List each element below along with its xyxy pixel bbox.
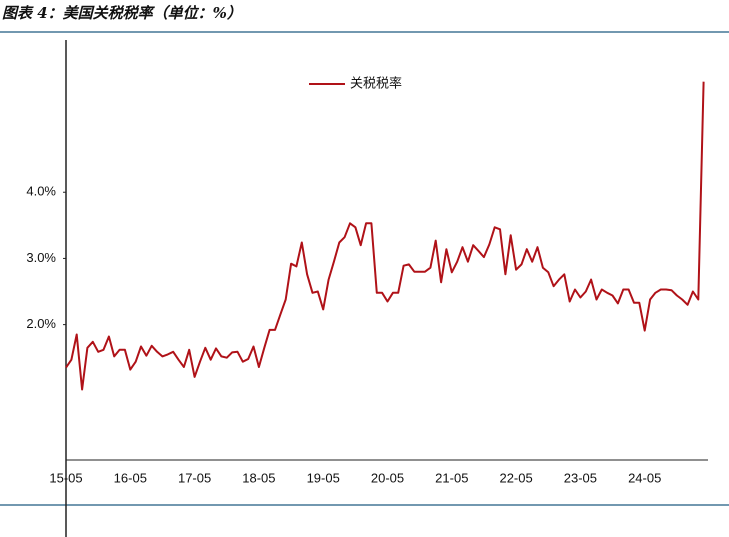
x-tick-label: 22-05 — [499, 470, 532, 485]
y-tick-label: 2.0% — [26, 316, 56, 331]
chart-title: 图表 4：美国关税税率（单位：%） — [2, 4, 242, 22]
x-tick-label: 24-05 — [628, 470, 661, 485]
x-tick-label: 20-05 — [371, 470, 404, 485]
legend: 关税税率 — [309, 75, 402, 90]
x-tick-label: 17-05 — [178, 470, 211, 485]
x-tick-label: 16-05 — [114, 470, 147, 485]
x-tick-label: 21-05 — [435, 470, 468, 485]
legend-label: 关税税率 — [350, 75, 402, 90]
data-line — [65, 81, 705, 391]
y-tick-label: 3.0% — [26, 250, 56, 265]
y-tick-label: 4.0% — [26, 184, 56, 199]
x-tick-label: 15-05 — [49, 470, 82, 485]
x-tick-label: 18-05 — [242, 470, 275, 485]
x-tick-label: 23-05 — [564, 470, 597, 485]
x-tick-label: 19-05 — [307, 470, 340, 485]
